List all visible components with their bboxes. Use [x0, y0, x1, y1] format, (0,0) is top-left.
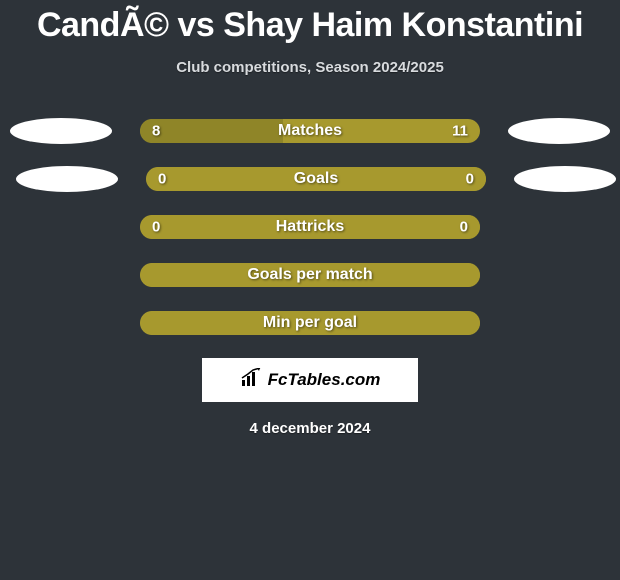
stat-label: Goals per match: [247, 266, 372, 284]
stat-label: Min per goal: [263, 314, 357, 332]
stat-row: 0 0 Goals: [0, 166, 620, 192]
date-label: 4 december 2024: [0, 420, 620, 437]
stat-value-right: 0: [466, 171, 474, 188]
stat-row: Min per goal: [0, 310, 620, 336]
stat-label: Hattricks: [276, 218, 344, 236]
stat-row: 8 11 Matches: [0, 118, 620, 144]
stat-label: Matches: [278, 122, 342, 140]
brand-box: FcTables.com: [202, 358, 418, 402]
stat-row: 0 0 Hattricks: [0, 214, 620, 240]
stat-bar-fill: [140, 119, 283, 143]
stat-value-left: 0: [158, 171, 166, 188]
page-title: CandÃ© vs Shay Haim Konstantini: [0, 0, 620, 45]
player-left-ellipse: [10, 118, 112, 144]
chart-icon: [240, 368, 264, 393]
player-right-ellipse: [508, 118, 610, 144]
stat-bar: Goals per match: [140, 263, 480, 287]
stat-bar: 0 0 Goals: [146, 167, 486, 191]
stat-row: Goals per match: [0, 262, 620, 288]
player-left-ellipse: [16, 166, 118, 192]
stat-bar: 8 11 Matches: [140, 119, 480, 143]
stat-rows: 8 11 Matches 0 0 Goals 0 0 Hattricks Goals per ma…: [0, 118, 620, 336]
stat-value-left: 8: [152, 123, 160, 140]
stat-value-left: 0: [152, 219, 160, 236]
stat-value-right: 11: [452, 123, 468, 140]
player-right-ellipse: [514, 166, 616, 192]
stat-value-right: 0: [460, 219, 468, 236]
stat-bar: Min per goal: [140, 311, 480, 335]
stat-bar: 0 0 Hattricks: [140, 215, 480, 239]
brand-text: FcTables.com: [268, 370, 381, 390]
subtitle: Club competitions, Season 2024/2025: [0, 59, 620, 76]
stat-label: Goals: [294, 170, 338, 188]
